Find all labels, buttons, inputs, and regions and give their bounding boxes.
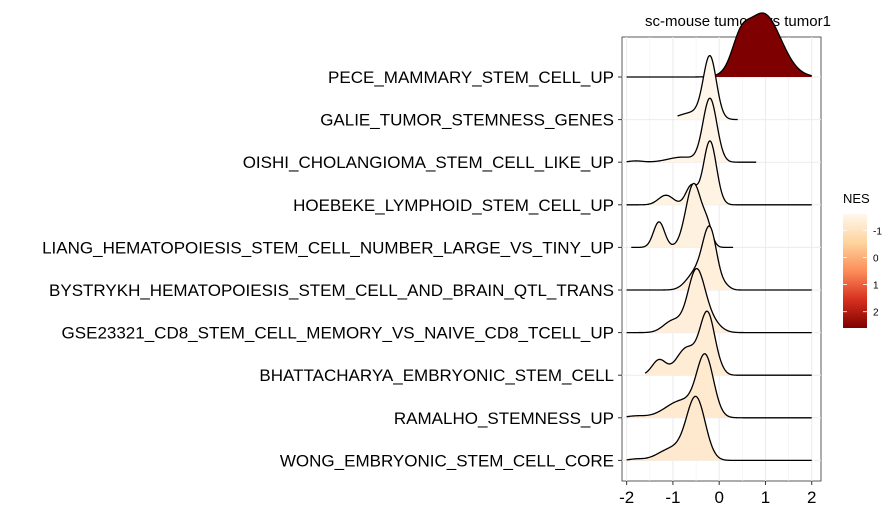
y-tick-label: GSE23321_CD8_STEM_CELL_MEMORY_VS_NAIVE_C… bbox=[62, 324, 614, 343]
y-tick-label: RAMALHO_STEMNESS_UP bbox=[394, 409, 614, 428]
y-tick-label: WONG_EMBRYONIC_STEM_CELL_CORE bbox=[280, 451, 614, 470]
y-axis-labels: PECE_MAMMARY_STEM_CELL_UP GALIE_TUMOR_STE… bbox=[42, 68, 622, 470]
legend-tick-label: 2 bbox=[873, 308, 879, 319]
legend: NES -1 0 1 2 bbox=[843, 191, 882, 328]
x-tick-label: -2 bbox=[619, 488, 634, 507]
ridge-line bbox=[626, 395, 812, 462]
ridge-fill bbox=[626, 226, 812, 290]
ridge-fill bbox=[626, 140, 812, 205]
ridge-line bbox=[677, 54, 738, 121]
ridge-line bbox=[626, 353, 812, 419]
y-tick-label: LIANG_HEMATOPOIESIS_STEM_CELL_NUMBER_LAR… bbox=[42, 238, 614, 257]
ridge-fill bbox=[677, 55, 738, 120]
legend-ticks: -1 0 1 2 bbox=[843, 226, 882, 319]
chart-title: sc-mouse tumor2 vs tumor1 bbox=[645, 13, 831, 30]
ridge-line bbox=[626, 139, 812, 206]
ridge-line bbox=[644, 310, 812, 376]
ridge-line bbox=[626, 267, 812, 334]
x-tick-label: 0 bbox=[714, 488, 723, 507]
x-tick-label: 2 bbox=[807, 488, 816, 507]
y-tick-label: PECE_MAMMARY_STEM_CELL_UP bbox=[328, 68, 614, 87]
legend-tick-label: 0 bbox=[873, 253, 879, 264]
legend-tick-label: 1 bbox=[873, 281, 879, 292]
y-tick-label: BHATTACHARYA_EMBRYONIC_STEM_CELL bbox=[259, 366, 614, 385]
y-tick-label: OISHI_CHOLANGIOMA_STEM_CELL_LIKE_UP bbox=[243, 153, 614, 172]
ridge-line bbox=[626, 12, 812, 78]
ridge-line bbox=[631, 182, 734, 249]
ridge-line bbox=[626, 97, 757, 163]
x-tick-label: -1 bbox=[665, 488, 680, 507]
ridge-line bbox=[626, 225, 812, 291]
legend-colorbar bbox=[843, 214, 867, 328]
ridge-fill bbox=[626, 353, 812, 418]
y-tick-label: BYSTRYKH_HEMATOPOIESIS_STEM_CELL_AND_BRA… bbox=[49, 281, 614, 300]
x-tick-label: 1 bbox=[761, 488, 770, 507]
ridges bbox=[626, 12, 812, 462]
y-tick-label: GALIE_TUMOR_STEMNESS_GENES bbox=[320, 111, 614, 130]
legend-tick-label: -1 bbox=[873, 226, 882, 237]
legend-title: NES bbox=[843, 191, 870, 206]
ridge-fill bbox=[626, 13, 812, 77]
ridge-fill bbox=[645, 311, 812, 376]
y-tick-label: HOEBEKE_LYMPHOID_STEM_CELL_UP bbox=[293, 196, 614, 215]
x-axis-labels: -2 -1 0 1 2 bbox=[619, 481, 816, 507]
